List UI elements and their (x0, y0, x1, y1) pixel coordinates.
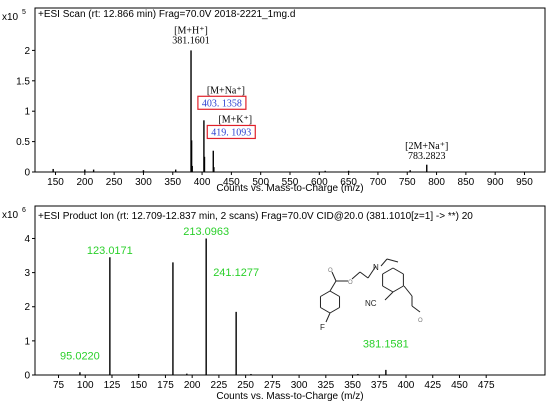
x-tick-label: 175 (157, 380, 174, 391)
plot-frame (34, 7, 546, 173)
structure-bond (329, 307, 340, 314)
structure-bond (384, 291, 394, 301)
x-tick-label: 75 (53, 380, 65, 391)
x-tick-label: 200 (76, 177, 93, 188)
oxygen-label: O (328, 268, 333, 274)
y-tick-label: 4 (24, 234, 30, 245)
structure-bond (382, 285, 394, 293)
plot-frame (34, 205, 546, 376)
x-tick-label: 300 (291, 380, 308, 391)
x-tick-label: 425 (424, 380, 441, 391)
nitrogen-label: N (373, 263, 379, 272)
peak-annotation: 381.1601 (172, 36, 210, 47)
y-tick-label: 1 (24, 107, 30, 118)
x-tick-label: 375 (371, 380, 388, 391)
y-tick-label: 1.5 (16, 76, 30, 87)
scale-label: x10 (2, 210, 19, 221)
x-tick-label: 350 (164, 177, 181, 188)
structure-bond (320, 290, 331, 297)
fragment-annotation: 213.0963 (183, 226, 229, 238)
fragment-annotation: 95.0220 (60, 351, 100, 363)
x-axis-label: Counts vs. Mass-to-Charge (m/z) (216, 391, 363, 402)
highlight-box (197, 95, 247, 110)
x-tick-label: 600 (311, 177, 328, 188)
x-tick-label: 400 (398, 380, 415, 391)
structure-bond (351, 271, 361, 280)
structure-bond (359, 271, 369, 279)
x-tick-label: 300 (135, 177, 152, 188)
structure-bond (392, 285, 404, 293)
x-tick-label: 125 (104, 380, 121, 391)
x-tick-label: 900 (487, 177, 504, 188)
x-tick-label: 450 (451, 380, 468, 391)
x-tick-label: 550 (282, 177, 299, 188)
scale-exponent: 6 (22, 207, 26, 214)
peak-annotation: 403. 1358 (202, 98, 242, 109)
x-tick-label: 150 (130, 380, 147, 391)
oxygen-label: O (418, 318, 423, 324)
nitrile-label: NC (365, 299, 377, 308)
peak-annotation: [M+K⁺] (218, 114, 252, 125)
y-tick-label: 2 (24, 46, 30, 57)
oxygen-label: O (348, 280, 353, 286)
x-tick-label: 850 (458, 177, 475, 188)
x-tick-label: 150 (47, 177, 64, 188)
y-tick-label: 3 (24, 268, 30, 279)
panel-header: +ESI Scan (rt: 12.866 min) Frag=70.0V 20… (38, 9, 295, 20)
x-tick-label: 450 (223, 177, 240, 188)
fragment-annotation: 123.0171 (87, 245, 133, 257)
x-tick-label: 225 (211, 380, 228, 391)
x-tick-label: 250 (237, 380, 254, 391)
structure-bond (403, 285, 413, 297)
x-tick-label: 800 (428, 177, 445, 188)
structure-bond (386, 258, 399, 263)
y-tick-label: 0 (24, 168, 30, 179)
highlight-box (206, 124, 256, 140)
peak-annotation: 783.2823 (408, 151, 446, 162)
x-tick-label: 400 (194, 177, 211, 188)
x-axis-label: Counts vs. Mass-to-Charge (m/z) (216, 183, 363, 194)
chemical-structure-drawing: O O F N NC O (319, 258, 423, 332)
structure-bond (411, 305, 421, 313)
fragment-annotation: 381.1581 (363, 339, 409, 351)
x-tick-label: 650 (340, 177, 357, 188)
x-tick-label: 275 (264, 380, 281, 391)
peak-annotation: [M+H⁺] (174, 26, 208, 37)
x-tick-label: 100 (77, 380, 94, 391)
x-tick-label: 950 (516, 177, 533, 188)
scale-exponent: 5 (22, 9, 26, 16)
x-tick-label: 350 (344, 380, 361, 391)
scale-label: x10 (2, 12, 19, 23)
x-tick-label: 250 (106, 177, 123, 188)
structure-bond (380, 258, 388, 267)
structure-bond (382, 267, 394, 275)
y-tick-label: 2 (24, 302, 30, 313)
y-tick-label: 1 (24, 336, 30, 347)
x-tick-label: 500 (252, 177, 269, 188)
x-tick-label: 200 (184, 380, 201, 391)
structure-bond (331, 271, 337, 282)
y-tick-label: 0.5 (16, 137, 30, 148)
structure-bond (367, 265, 377, 279)
structure-bond (320, 307, 331, 314)
structure-bond (325, 312, 331, 323)
panel-header: +ESI Product Ion (rt: 12.709-12.837 min,… (38, 211, 473, 222)
peak-annotation: 419. 1093 (211, 127, 251, 138)
structure-bond (329, 290, 340, 297)
x-tick-label: 750 (399, 177, 416, 188)
product-ion-panel: x10 6 +ESI Product Ion (rt: 12.709-12.837 … (2, 205, 546, 402)
structure-bond (329, 280, 337, 292)
x-tick-label: 475 (478, 380, 495, 391)
y-tick-label: 0 (24, 371, 30, 382)
peak-annotation: [2M+Na⁺] (405, 141, 448, 152)
x-tick-label: 700 (370, 177, 387, 188)
x-tick-label: 325 (317, 380, 334, 391)
peak-annotation: [M+Na⁺] (207, 85, 245, 96)
ms-scan-panel: x10 5 +ESI Scan (rt: 12.866 min) Frag=70.0… (2, 7, 546, 194)
fragment-annotation: 241.1277 (213, 267, 259, 279)
structure-bond (392, 267, 404, 275)
fluorine-label: F (320, 323, 325, 332)
